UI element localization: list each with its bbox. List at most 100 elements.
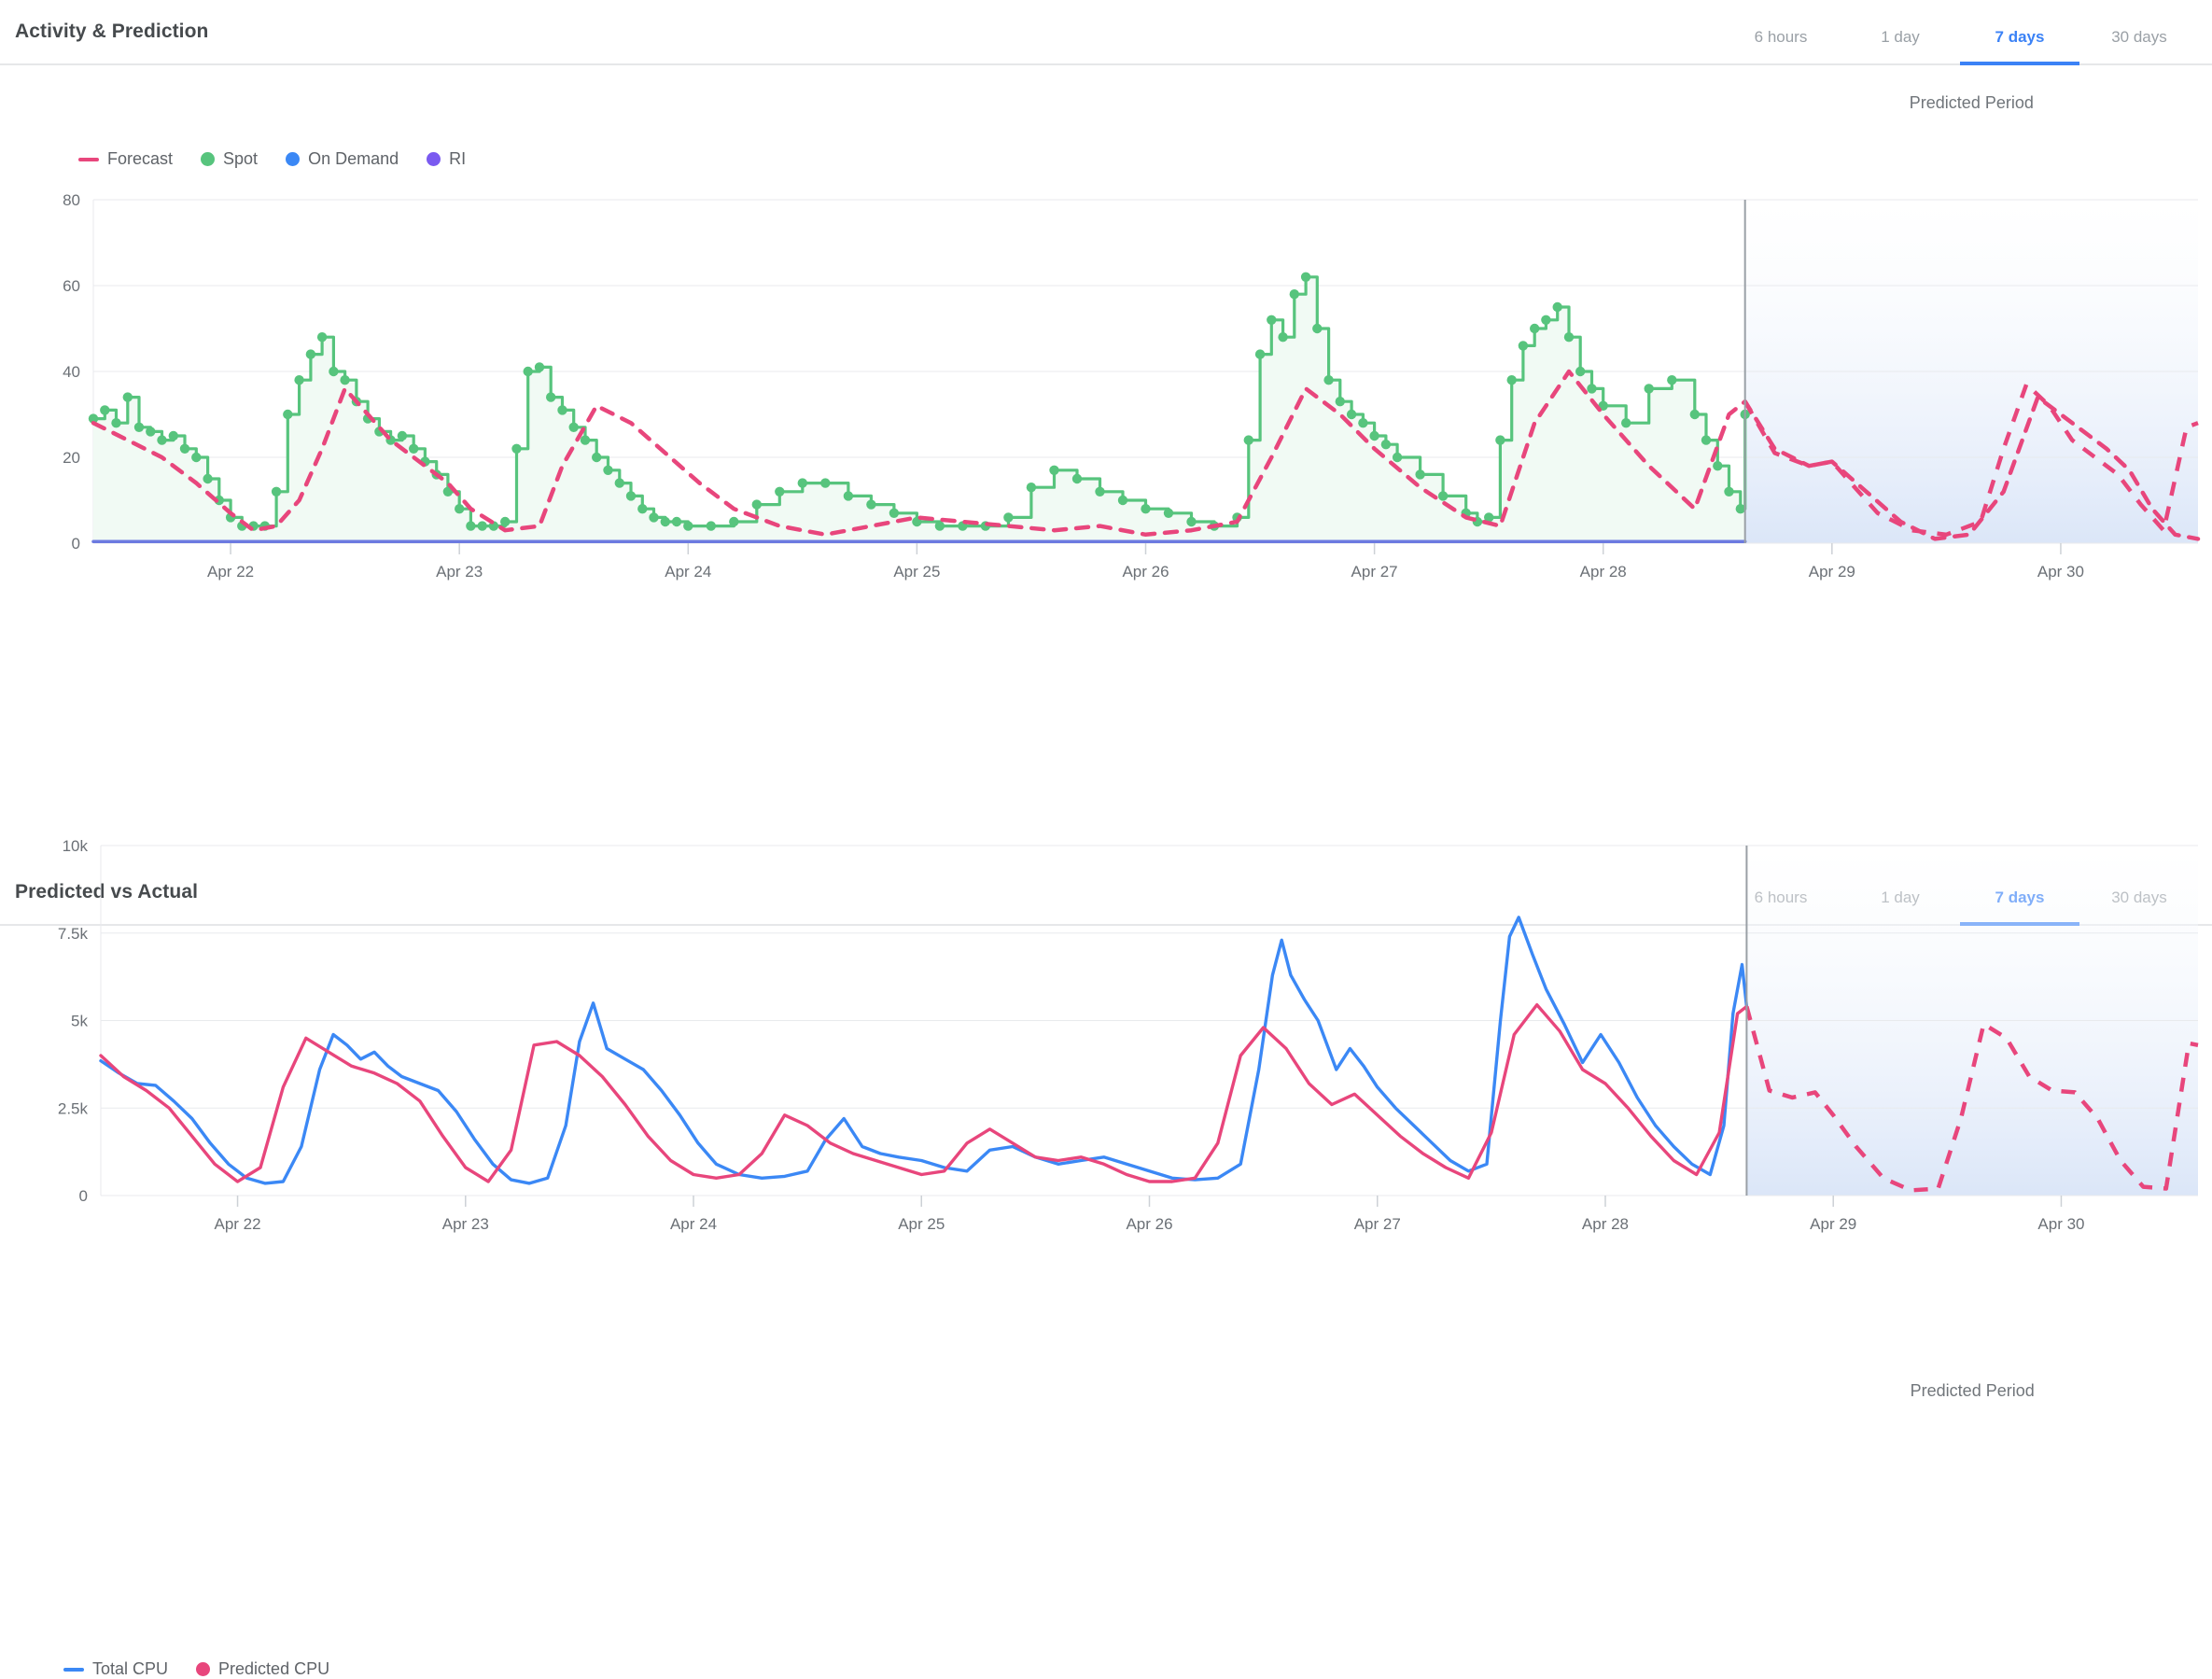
- data-point: [751, 499, 762, 510]
- data-point: [409, 443, 419, 454]
- y-tick-label: 7.5k: [58, 925, 89, 943]
- x-tick-label: Apr 28: [1582, 1215, 1629, 1233]
- data-point: [1243, 435, 1254, 445]
- legend-label: Forecast: [107, 149, 174, 168]
- tab-1-day[interactable]: 1 day: [1881, 28, 1920, 46]
- data-point: [523, 366, 533, 377]
- x-tick-label: Apr 28: [1580, 563, 1627, 581]
- legend-label: Spot: [223, 149, 259, 168]
- data-point: [934, 521, 945, 531]
- data-point: [1552, 301, 1562, 313]
- legend-dot-icon: [427, 152, 441, 166]
- y-tick-label: 10k: [63, 837, 89, 855]
- data-point: [546, 392, 556, 402]
- x-tick-label: Apr 25: [893, 563, 940, 581]
- legend-dot-icon: [286, 152, 301, 166]
- data-point: [511, 443, 522, 454]
- data-point: [1518, 341, 1529, 351]
- data-point: [866, 499, 876, 510]
- x-tick-label: Apr 23: [436, 563, 483, 581]
- data-point: [660, 516, 670, 527]
- y-tick-label: 5k: [71, 1013, 88, 1030]
- data-point: [603, 465, 613, 475]
- data-point: [1312, 323, 1323, 334]
- data-point: [625, 491, 637, 501]
- data-point: [637, 504, 648, 514]
- data-point: [889, 508, 900, 518]
- page-title: Activity & Prediction: [15, 21, 209, 42]
- data-point: [1541, 315, 1551, 325]
- legend-label: Predicted CPU: [218, 1659, 330, 1678]
- data-point: [1506, 375, 1517, 385]
- legend-item-forecast[interactable]: Forecast: [78, 149, 173, 169]
- predicted-period-label: Predicted Period: [1910, 1381, 2035, 1400]
- legend-item-on-demand[interactable]: On Demand: [286, 149, 399, 169]
- legend-label: Total CPU: [92, 1659, 169, 1678]
- data-point: [1530, 323, 1540, 334]
- data-point: [1289, 289, 1300, 300]
- predicted-period-label: Predicted Period: [1909, 93, 2034, 112]
- data-point: [1323, 375, 1334, 385]
- legend-item-ri[interactable]: RI: [427, 149, 466, 169]
- y-tick-label: 60: [63, 277, 80, 295]
- data-point: [294, 375, 304, 385]
- tab-6-hours[interactable]: 6 hours: [1754, 28, 1808, 46]
- y-tick-label: 40: [63, 363, 80, 381]
- legend-item-total-cpu[interactable]: Total CPU: [63, 1659, 168, 1679]
- data-point: [1267, 315, 1277, 325]
- x-tick-label: Apr 22: [214, 1215, 260, 1233]
- x-tick-label: Apr 29: [1810, 1215, 1856, 1233]
- y-tick-label: 2.5k: [58, 1099, 89, 1117]
- data-point: [1735, 504, 1746, 514]
- data-point: [1335, 397, 1346, 407]
- data-point: [1369, 430, 1379, 441]
- series-line-forecast: [91, 369, 2201, 541]
- legend-item-predicted-cpu[interactable]: Predicted CPU: [196, 1659, 329, 1679]
- data-point: [146, 427, 156, 437]
- panel-header: Activity & Prediction 6 hours 1 day 7 days 3…: [0, 0, 2212, 65]
- legend-item-spot[interactable]: Spot: [201, 149, 258, 169]
- tab-7-days[interactable]: 7 days: [1960, 28, 2079, 65]
- data-point: [1495, 435, 1505, 445]
- data-point: [1563, 332, 1575, 343]
- data-point: [1358, 418, 1368, 428]
- data-point: [179, 443, 190, 454]
- legend-dot-icon: [201, 152, 216, 166]
- y-tick-label: 20: [63, 449, 80, 467]
- data-point: [1701, 435, 1712, 445]
- data-point: [203, 473, 213, 484]
- data-point: [455, 504, 465, 514]
- data-point: [820, 478, 831, 488]
- y-tick-label: 0: [72, 535, 80, 553]
- data-point: [1003, 512, 1014, 523]
- data-point: [1278, 332, 1288, 343]
- data-point: [442, 486, 454, 497]
- x-tick-label: Apr 25: [898, 1215, 945, 1233]
- x-tick-label: Apr 30: [2037, 1215, 2084, 1233]
- series-area-spot: [93, 276, 1745, 543]
- data-point: [1392, 452, 1403, 463]
- series-line-spot: [91, 275, 1747, 528]
- data-point: [534, 362, 545, 372]
- time-range-tabs: 6 hours 1 day 7 days 30 days: [1721, 0, 2199, 65]
- data-point: [397, 430, 408, 441]
- data-point: [133, 422, 145, 432]
- data-point: [500, 516, 511, 527]
- tab-30-days[interactable]: 30 days: [2111, 28, 2167, 46]
- series-line-predicted-cpu: [99, 1002, 1749, 1183]
- data-point: [557, 405, 567, 415]
- forecast-tail-line: [1743, 382, 2199, 538]
- x-tick-label: Apr 24: [665, 563, 711, 581]
- data-point: [592, 452, 602, 463]
- data-point: [580, 435, 591, 445]
- data-point: [1163, 508, 1174, 518]
- legend-line-icon: [63, 1667, 84, 1672]
- data-point: [466, 521, 476, 531]
- data-point: [316, 332, 328, 343]
- data-point: [1254, 349, 1266, 359]
- data-point: [683, 521, 693, 531]
- data-point: [1095, 486, 1105, 497]
- data-point: [283, 409, 293, 420]
- data-point: [88, 413, 99, 424]
